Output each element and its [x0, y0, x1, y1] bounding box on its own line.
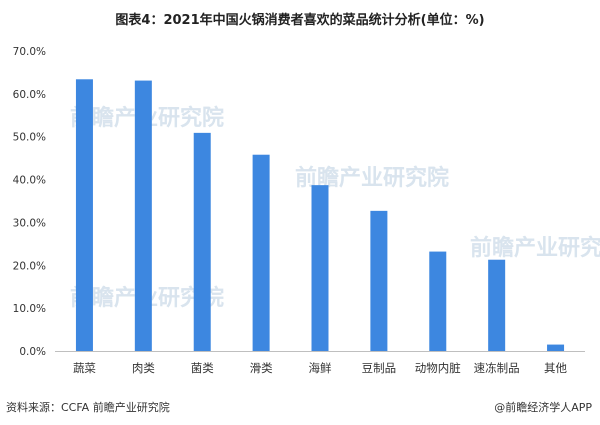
source-note: 资料来源：CCFA 前瞻产业研究院	[6, 401, 170, 414]
y-tick-label: 0.0%	[19, 346, 46, 358]
bars	[75, 79, 565, 352]
y-tick-label: 40.0%	[13, 175, 46, 187]
bar	[193, 132, 211, 351]
x-tick-label: 蔬菜	[73, 361, 96, 375]
credit-note: @前瞻经济学人APP	[494, 401, 592, 414]
bar	[370, 210, 388, 351]
y-tick-label: 10.0%	[13, 303, 46, 315]
x-tick-label: 速冻制品	[474, 361, 520, 375]
y-tick-label: 20.0%	[13, 260, 46, 272]
x-tick-label: 海鲜	[309, 361, 332, 375]
x-axis-labels: 蔬菜 肉类 菌类 滑类 海鲜 豆制品 动物内脏 速冻制品 其他	[73, 361, 568, 375]
x-tick-label: 其他	[544, 361, 567, 375]
y-tick-label: 60.0%	[13, 89, 46, 101]
y-tick-label: 70.0%	[13, 46, 46, 58]
watermark-text: 前瞻产业研究院	[470, 235, 600, 261]
x-tick-label: 豆制品	[362, 361, 397, 375]
bar	[547, 344, 565, 351]
x-tick-label: 菌类	[191, 361, 214, 375]
bar	[488, 259, 506, 351]
bar	[429, 251, 447, 351]
y-tick-label: 30.0%	[13, 217, 46, 229]
y-tick-label: 50.0%	[13, 132, 46, 144]
y-axis: 0.0% 10.0% 20.0% 30.0% 40.0% 50.0% 60.0% 70.0%	[13, 46, 46, 358]
x-tick-label: 动物内脏	[415, 361, 461, 375]
bar	[311, 185, 329, 351]
chart-title: 图表4：2021年中国火锅消费者喜欢的菜品统计分析(单位：%)	[115, 13, 485, 28]
bar	[134, 80, 152, 352]
bar	[75, 79, 93, 352]
footer: 资料来源：CCFA 前瞻产业研究院 @前瞻经济学人APP	[0, 399, 600, 419]
bar	[252, 154, 270, 351]
x-tick-label: 滑类	[250, 361, 273, 375]
x-tick-label: 肉类	[132, 361, 155, 375]
